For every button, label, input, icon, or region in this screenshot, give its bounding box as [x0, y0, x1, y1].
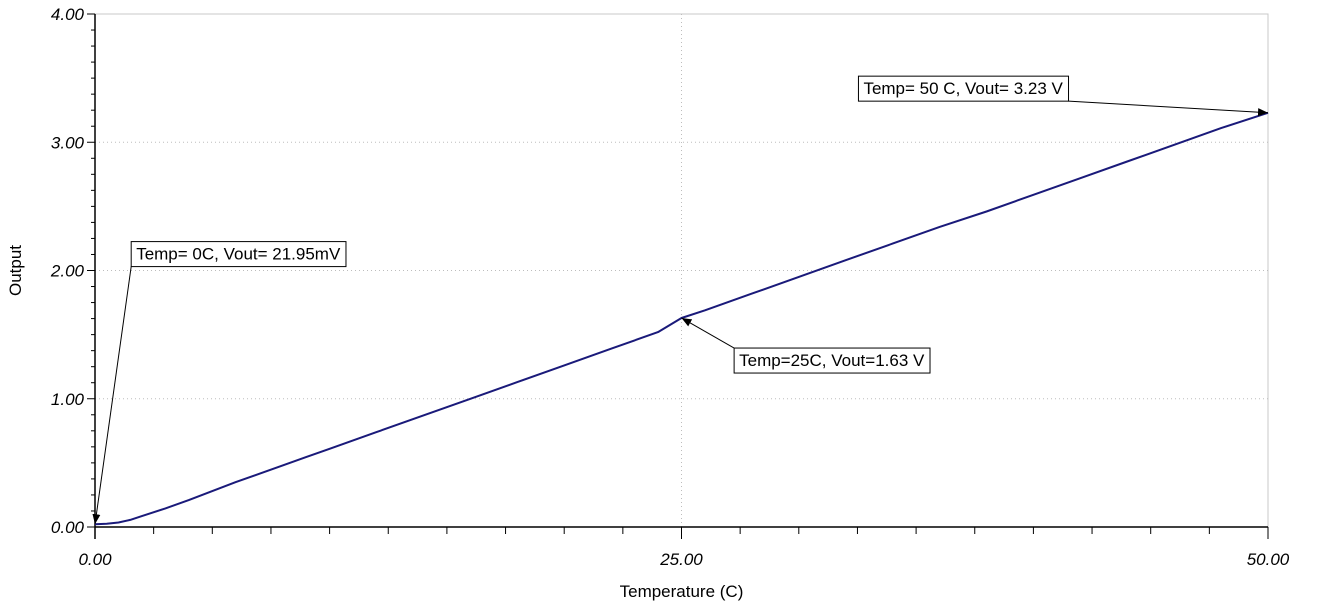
annotation-label: Temp= 0C, Vout= 21.95mV: [136, 245, 341, 264]
annotation-arrow: [1068, 100, 1269, 117]
annotation: Temp= 0C, Vout= 21.95mV: [92, 241, 347, 525]
y-tick-label: 4.00: [51, 5, 85, 24]
x-tick-label: 50.00: [1247, 550, 1290, 569]
annotation-arrow: [92, 266, 132, 525]
annotation-label: Temp=25C, Vout=1.63 V: [739, 351, 925, 370]
x-axis-title: Temperature (C): [620, 582, 744, 601]
axes: 0.00 25.00 50.00 0.00 1.00 2.00 3.00 4.00: [50, 5, 1290, 569]
annotation-box: [733, 347, 931, 374]
y-tick-label: 0.00: [51, 518, 85, 537]
y-tick-label: 3.00: [51, 133, 85, 152]
annotation-box: [857, 75, 1070, 102]
annotation: Temp= 50 C, Vout= 3.23 V: [857, 75, 1269, 117]
series-line: [94, 111, 1269, 526]
annotations: Temp= 0C, Vout= 21.95mV Temp=25C, Vout=1.…: [92, 75, 1269, 525]
y-tick-label: 1.00: [51, 390, 85, 409]
x-tick-label: 25.00: [659, 550, 703, 569]
grid: [94, 13, 1269, 528]
y-tick-label: 2.00: [50, 262, 85, 281]
annotation-box: [130, 241, 347, 268]
y-axis-title: Output: [6, 245, 25, 296]
annotation: Temp=25C, Vout=1.63 V: [681, 317, 931, 374]
annotation-label: Temp= 50 C, Vout= 3.23 V: [863, 79, 1063, 98]
series-layer: [94, 111, 1269, 526]
x-tick-label: 0.00: [78, 550, 112, 569]
annotation-arrow: [681, 317, 735, 349]
